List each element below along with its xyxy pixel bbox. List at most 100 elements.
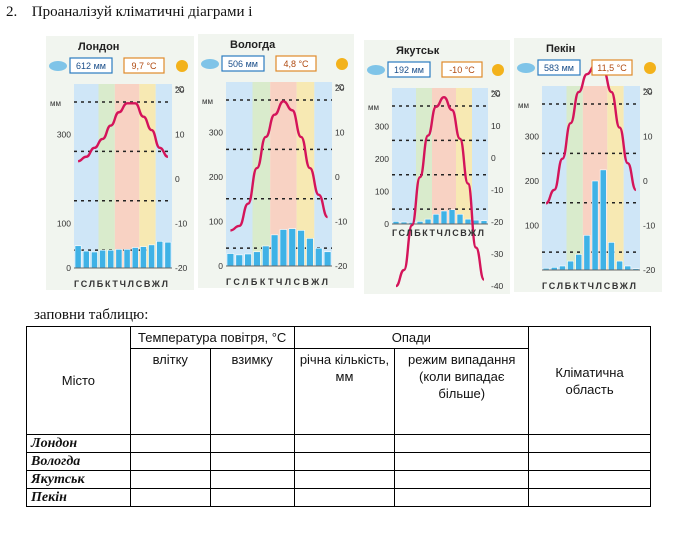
temp-tick-label: 0 [491,153,496,163]
answer-cell[interactable] [394,488,530,507]
temp-tick-label: -10 [491,185,504,195]
precipitation-bar [123,249,131,269]
precipitation-bar [315,247,323,267]
temperature-line [395,95,486,288]
precipitation-bar [244,253,252,267]
season-band [566,86,583,270]
precipitation-bar [148,244,155,269]
temp-mean-box [275,55,317,72]
temp-tick-label: -40 [491,281,504,291]
temp-tick-label: -30 [491,249,504,259]
answer-cell[interactable] [528,470,651,489]
precipitation-bar [575,254,583,271]
precip-total: 612 мм [76,61,106,71]
month-letters: ГСЛБКТЧЛСВЖЛ [392,228,484,238]
temp-mean: -10 °С [449,65,475,75]
row-city: Якутськ [26,470,131,489]
temp-mean: 11,5 °С [597,63,627,73]
climate-chart-beijing: Пекін 583 мм 11,5 °С мм °С 100 200 300 20 10 0 -10-… [514,38,662,292]
precip-tick-label: 300 [209,128,223,138]
precipitation-bar [74,245,82,269]
precip-axis-label: мм [368,103,379,112]
precipitation-bar [253,251,261,267]
month-letters: ГСЛБКТЧЛСВЖЛ [226,277,328,287]
precipitation-bar [599,169,607,271]
header-winter: взимку [209,348,295,435]
header-summer: влітку [129,348,211,435]
precipitation-bar [156,241,164,269]
answer-cell[interactable] [394,434,530,453]
answer-cell[interactable] [209,470,295,489]
answer-cell[interactable] [293,488,396,507]
precipitation-bar [235,254,243,267]
precipitation-bar [131,247,139,269]
precip-tick-label: 0 [218,261,223,271]
precipitation-bar [107,249,115,269]
temperature-line [230,100,329,232]
table-row: Якутськ [26,470,651,489]
precipitation-bar [432,213,440,225]
header-annual-amount: річна кількість, мм [293,348,396,435]
temp-tick-label: -10 [335,217,348,227]
answer-cell[interactable] [209,452,295,471]
temp-mean: 4,8 °С [283,59,309,69]
precip-tick-label: 0 [384,219,389,229]
temperature-line [77,102,169,163]
climate-chart-london: Лондон 612 мм 9,7 °С мм °С 0 100 300 20 10 0 -10 -20… [46,36,194,290]
answer-cell[interactable] [528,452,651,471]
answer-cell[interactable] [129,452,211,471]
answer-cell[interactable] [293,452,396,471]
temp-tick-label: 10 [335,128,345,138]
temp-tick-label: 20 [335,83,345,93]
answer-cell[interactable] [209,488,295,507]
precipitation-bar [115,249,123,269]
precipitation-bar [306,238,314,267]
season-band [114,84,140,268]
temp-tick-label: -20 [491,217,504,227]
chart-title: Вологда [230,39,276,51]
season-band [542,86,567,270]
precip-total-box [69,57,113,74]
precip-tick-label: 200 [209,172,223,182]
answer-cell[interactable] [293,434,396,453]
table-row: Вологда [26,452,651,471]
climate-chart-vologda: Вологда 506 мм 4,8 °С мм °С 0 100 200 300 20 10 0 -1… [198,34,354,288]
answer-cell[interactable] [129,470,211,489]
temp-axis-label: °С [175,85,184,94]
precipitation-bar [583,234,591,271]
answer-cell[interactable] [528,434,651,453]
temp-axis-label: °С [335,83,344,92]
sun-icon [336,58,348,70]
answer-cell[interactable] [394,470,530,489]
temp-tick-label: 20 [175,85,185,95]
answer-cell[interactable] [394,452,530,471]
temp-tick-label: -10 [175,219,188,229]
row-city: Лондон [26,434,131,453]
cloud-icon [517,63,535,73]
answer-cell[interactable] [293,470,396,489]
precip-axis-label: мм [518,101,529,110]
table-row: Лондон [26,434,651,453]
answer-cell[interactable] [528,488,651,507]
answer-cell[interactable] [129,434,211,453]
temp-tick-label: -20 [643,265,656,275]
season-band [226,82,253,266]
task-number: 2. [6,4,18,20]
answer-cell[interactable] [209,434,295,453]
header-temperature: Температура повітря, °С [129,326,295,349]
temp-tick-label: 0 [175,174,180,184]
temp-tick-label: 20 [491,89,501,99]
task-text: Проаналізуй кліматичні діаграми і [31,4,253,20]
answer-cell[interactable] [129,488,211,507]
precipitation-bar [616,260,623,271]
month-letters: ГСЛБКТЧЛСВЖЛ [542,281,636,291]
precipitation-bar [99,249,106,269]
row-city: Пекін [26,488,131,507]
precipitation-bar [288,228,296,267]
season-band [98,84,115,268]
climate-table: Місто Температура повітря, °С Опади Клім… [26,326,651,507]
climate-chart-yakutsk: Якутськ 192 мм -10 °С мм °С 0 100 200 300 20 10 0 -1… [364,40,510,294]
precip-total: 506 мм [228,59,258,69]
